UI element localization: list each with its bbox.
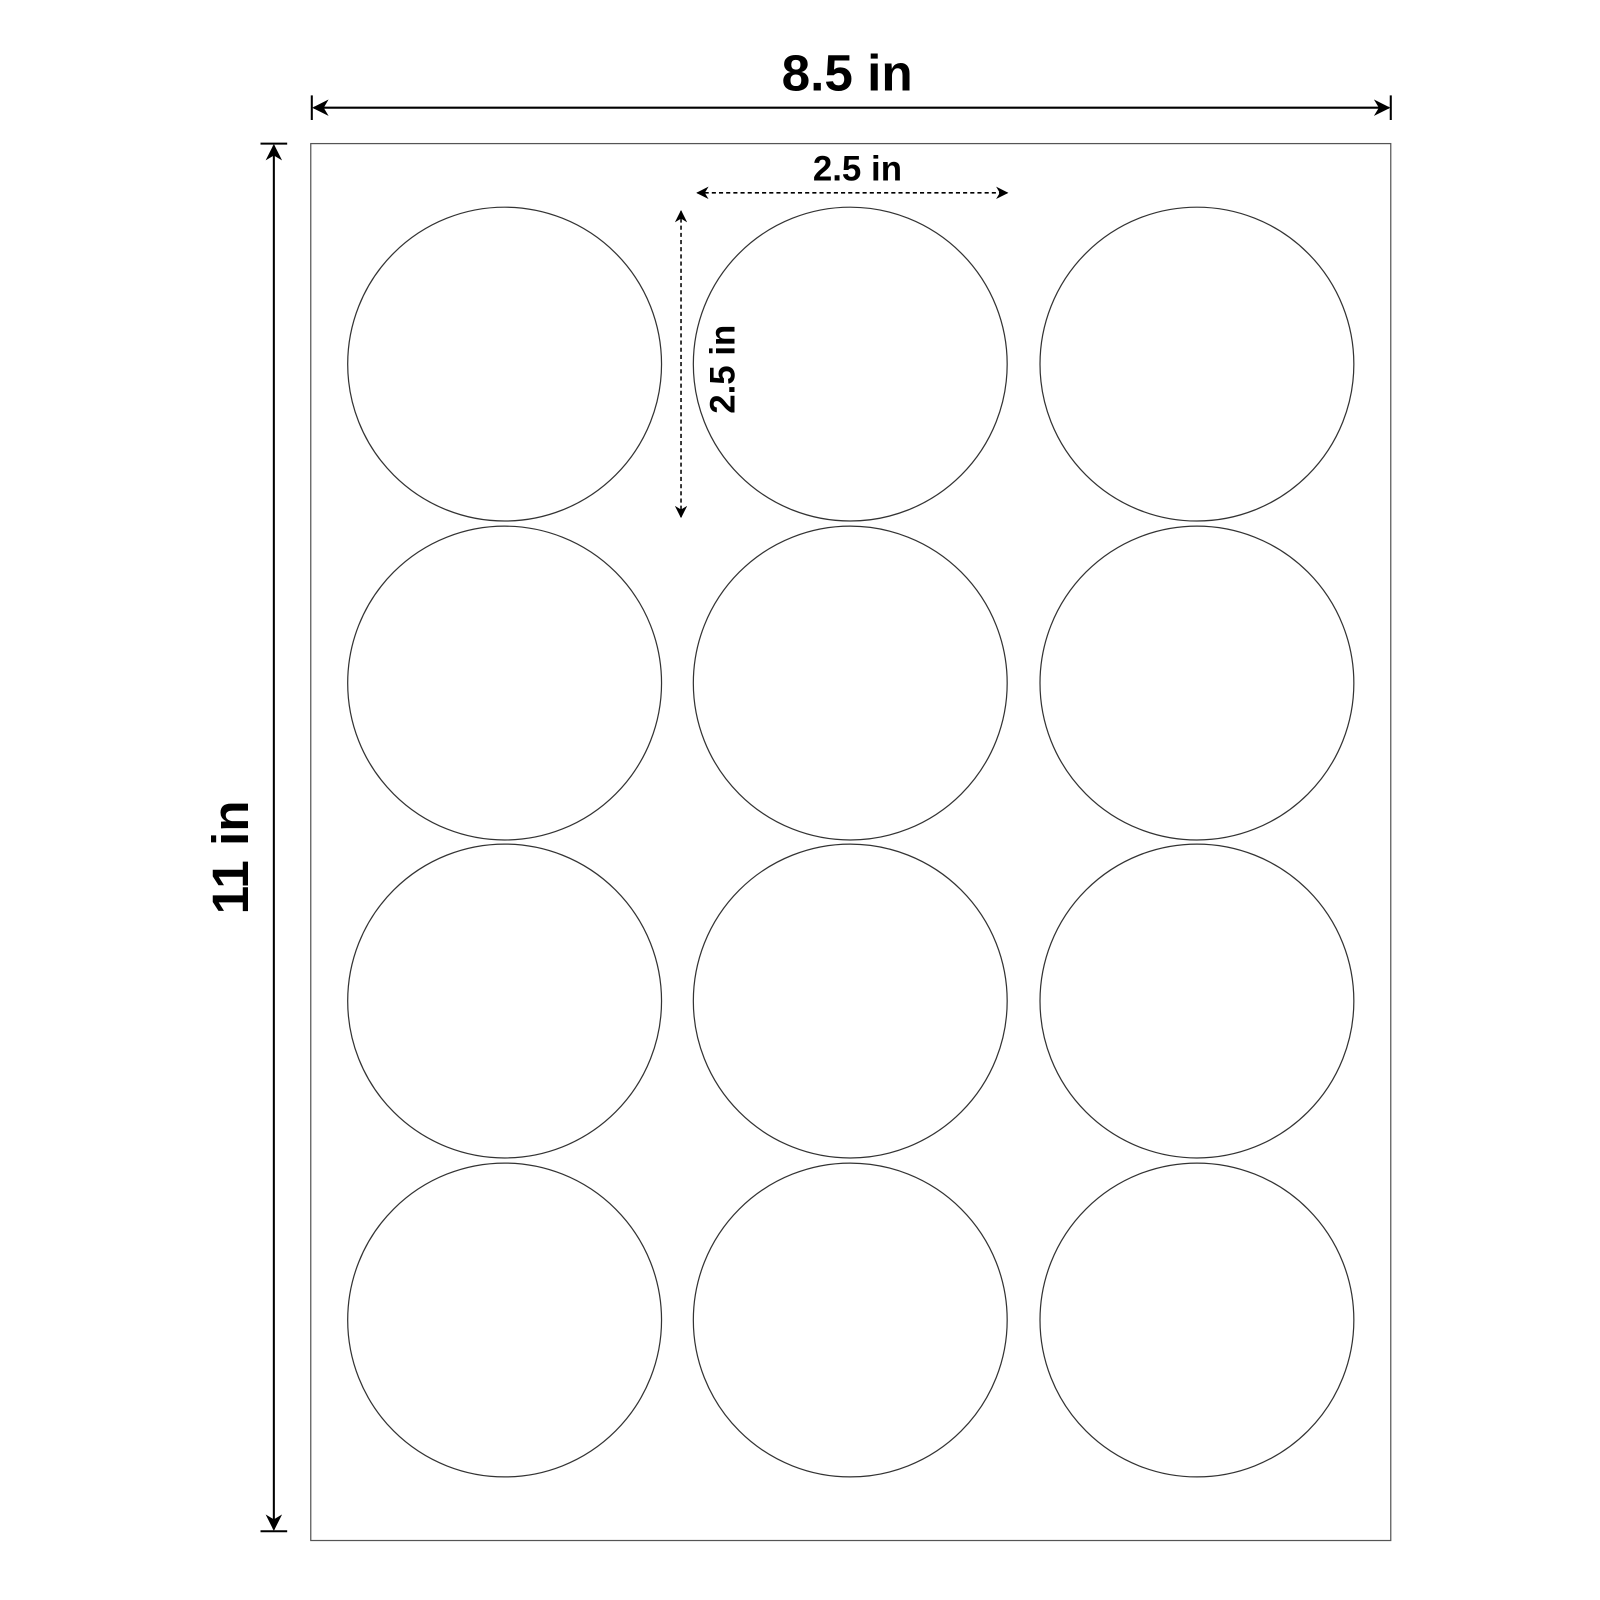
label-outline [1039, 843, 1355, 1159]
label-height-label: 2.5 in [703, 325, 742, 414]
sheet-width-label: 8.5 in [782, 44, 913, 101]
sheet-height-label: 11 in [202, 800, 259, 914]
round-label [1039, 1162, 1355, 1478]
round-label: Thankful& BlessedPlace Text Here [1039, 206, 1355, 522]
round-label: Thankful& BlessedPlace Text Here [692, 1162, 1008, 1478]
sheet [310, 142, 1392, 1542]
label-outline [692, 206, 1008, 522]
label-outline [692, 525, 1008, 841]
label-width-label: 2.5 in [813, 150, 902, 189]
label-outline [1039, 525, 1355, 841]
label-outline [347, 206, 663, 522]
round-label: Thankful& BlessedPlace Text Here [347, 206, 663, 522]
label-outline [1039, 206, 1355, 522]
label-outline [347, 1162, 663, 1478]
label-outline [1039, 1162, 1355, 1478]
round-label [692, 843, 1008, 1159]
label-outline [347, 525, 663, 841]
label-outline [347, 843, 663, 1159]
label-outline [692, 1162, 1008, 1478]
round-label [347, 525, 663, 841]
round-label [347, 843, 663, 1159]
label-outline [692, 843, 1008, 1159]
round-label: Thankful& BlessedPlace Text Here [1039, 843, 1355, 1159]
round-label [347, 1162, 663, 1478]
labels: Thankful& BlessedPlace Text HereThankful… [347, 206, 1355, 1478]
round-label: Thankful& BlessedPlace Text Here [692, 525, 1008, 841]
round-label [692, 206, 1008, 522]
round-label: Thankful& BlessedPlace Text Here [1039, 525, 1355, 841]
